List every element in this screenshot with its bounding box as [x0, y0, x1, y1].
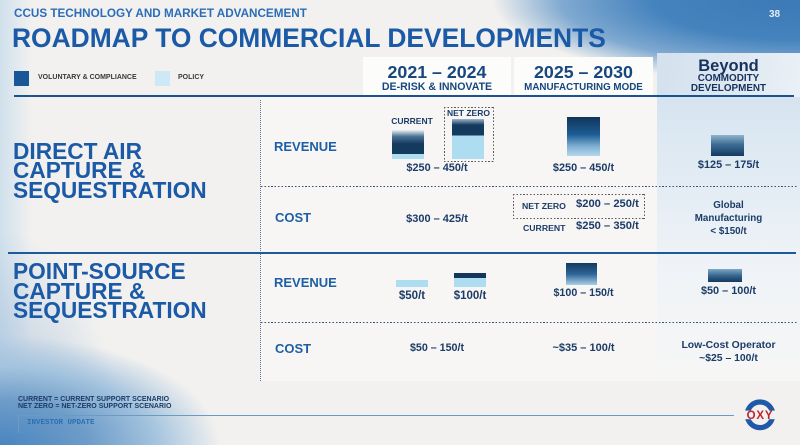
svg-text:OXY: OXY: [747, 410, 774, 422]
